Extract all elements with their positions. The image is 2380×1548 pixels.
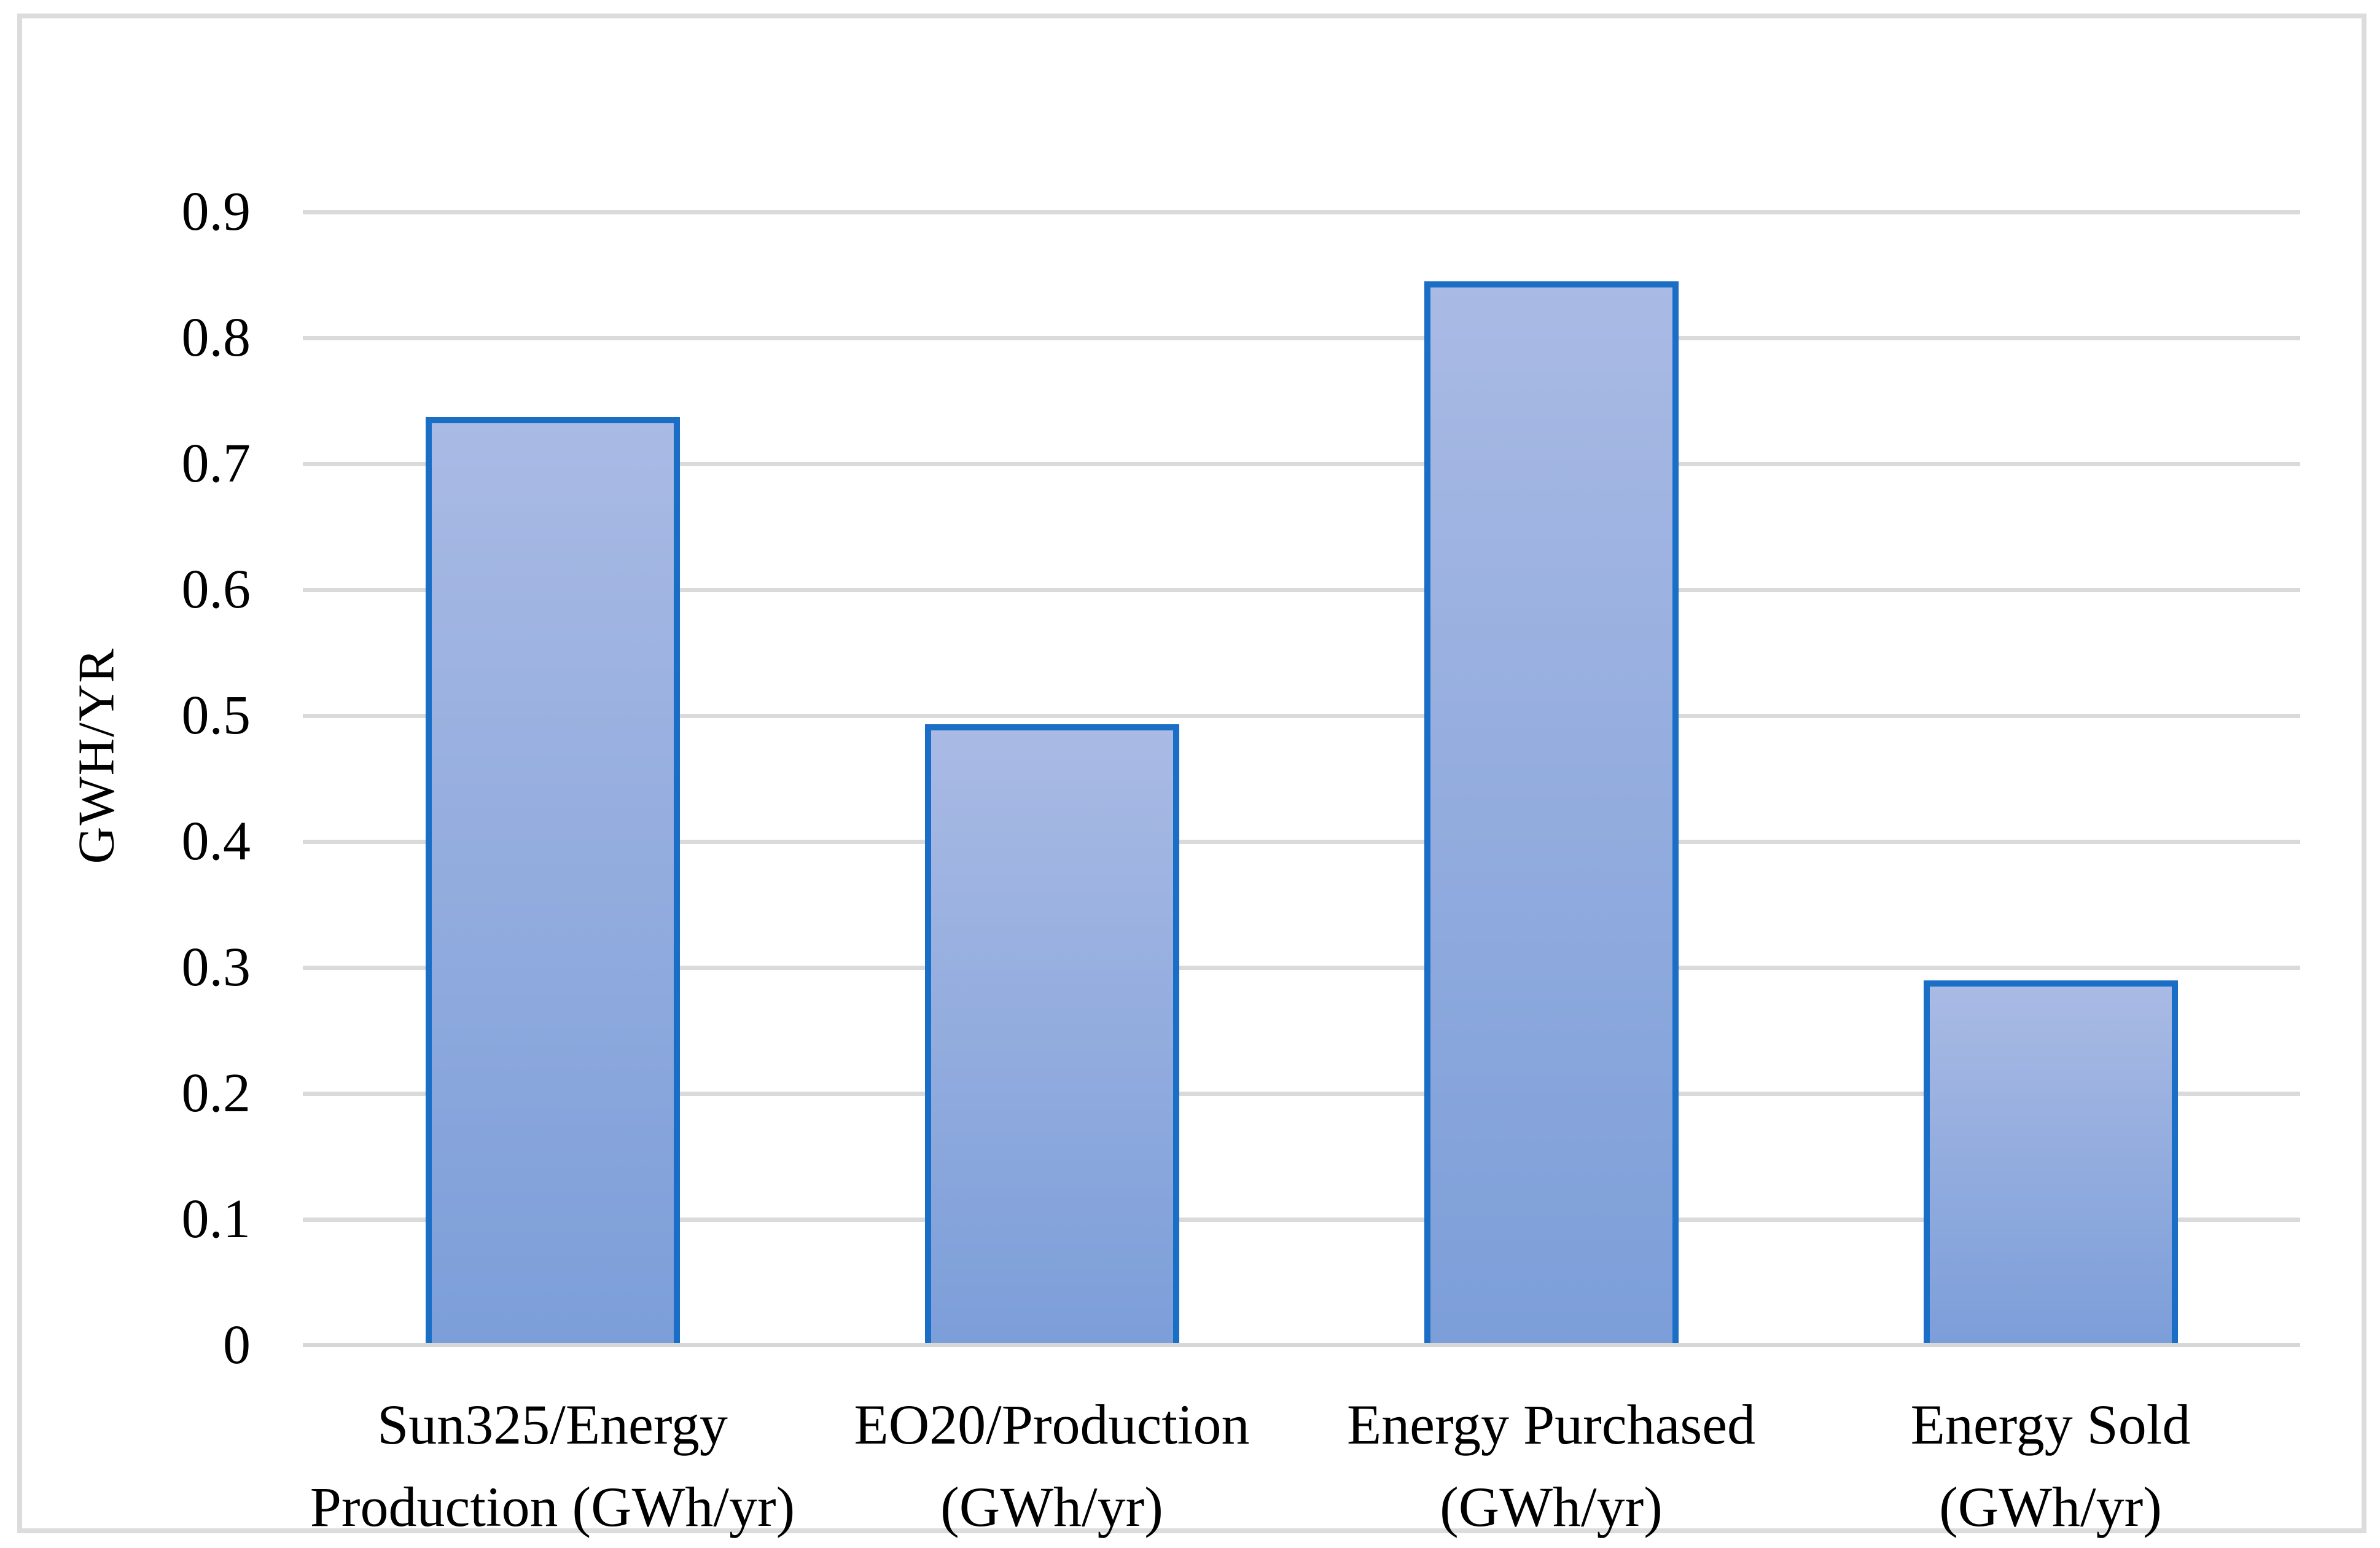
gridline <box>303 1218 2300 1222</box>
y-tick-label: 0.4 <box>181 811 251 872</box>
plot-area <box>303 210 2300 1347</box>
bar-3 <box>1424 281 1679 1343</box>
y-tick-label: 0.1 <box>181 1189 251 1249</box>
y-tick-label: 0.6 <box>181 559 251 620</box>
y-tick-label: 0.5 <box>181 685 251 746</box>
y-tick-label: 0.2 <box>181 1063 251 1124</box>
gridline <box>303 840 2300 844</box>
y-tick-label: 0.3 <box>181 937 251 998</box>
y-tick-label: 0 <box>223 1315 251 1375</box>
x-category-label: Energy Sold (GWh/yr) <box>1910 1393 2191 1538</box>
bar-1 <box>425 417 680 1343</box>
y-tick-label: 0.8 <box>181 307 251 368</box>
x-axis-line <box>303 1343 2300 1347</box>
y-tick-label: 0.7 <box>181 433 251 494</box>
x-category-label: EO20/Production (GWh/yr) <box>854 1393 1250 1538</box>
x-category-label: Energy Purchased (GWh/yr) <box>1346 1393 1756 1538</box>
gridline <box>303 714 2300 718</box>
bar-2 <box>924 724 1179 1343</box>
gridline <box>303 210 2300 214</box>
gridline <box>303 462 2300 466</box>
gridline <box>303 966 2300 970</box>
x-category-label: Sun325/Energy Production (GWh/yr) <box>310 1393 795 1538</box>
gridline <box>303 1092 2300 1096</box>
bar-4 <box>1923 980 2178 1343</box>
gridline <box>303 588 2300 592</box>
gridline <box>303 336 2300 340</box>
y-tick-label: 0.9 <box>181 181 251 242</box>
